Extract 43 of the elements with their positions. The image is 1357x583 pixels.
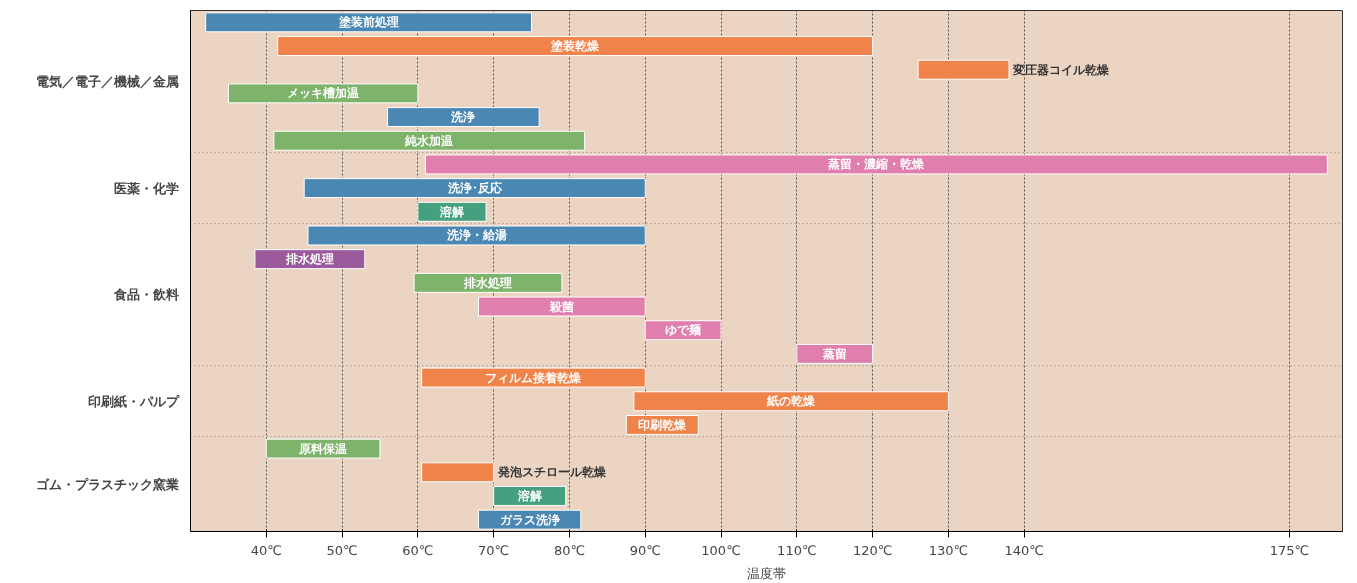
x-tick-label: 140℃ — [1004, 542, 1044, 558]
y-tick-label: 塗装乾燥 — [550, 39, 600, 54]
y-tick-label: 洗浄・給湯 — [445, 228, 507, 243]
y-tick-label: 洗浄 — [450, 110, 476, 125]
x-axis-title: 温度帯 — [747, 565, 786, 581]
y-tick-label: フィルム接着乾燥 — [485, 370, 582, 385]
y-tick-label: メッキ槽加温 — [287, 86, 360, 101]
text: 食品・飲料 — [112, 287, 179, 303]
y-tick-label: 溶解 — [516, 488, 542, 503]
y-tick-label: 溶解 — [438, 204, 464, 219]
y-tick-label: 純水加温 — [404, 133, 454, 148]
text: 印刷紙・パルプ — [87, 393, 180, 409]
y-tick-label: 原料保温 — [298, 441, 348, 456]
y-tick-label: 変圧器コイル乾燥 — [1012, 62, 1110, 77]
y-tick-label: 発泡スチロール乾燥 — [496, 465, 606, 480]
y-tick-label: 殺菌 — [548, 299, 574, 314]
x-tick-label: 130℃ — [928, 542, 969, 558]
x-tick-label: 110℃ — [777, 542, 817, 558]
text: 医薬・化学 — [113, 180, 179, 196]
x-tick-label: 80℃ — [553, 542, 586, 558]
x-tick-label: 60℃ — [402, 542, 434, 558]
y-tick-label: 排水処理 — [462, 275, 512, 290]
y-tick-label: ガラス洗浄 — [499, 512, 560, 527]
x-tick-label: 100℃ — [701, 542, 741, 558]
x-tick-label: 40℃ — [250, 542, 282, 558]
x-tick-label: 120℃ — [852, 542, 893, 558]
x-tick-label: 70℃ — [478, 542, 510, 558]
text: ゴム・プラスチック窯業 — [35, 476, 179, 492]
x-tick-label: 175℃ — [1269, 542, 1310, 558]
text: 電気／電子／機械／金属 — [35, 74, 179, 90]
bar — [633, 391, 949, 412]
y-tick-label: ゆで麺 — [665, 323, 702, 338]
y-tick-label: 蒸留 — [821, 346, 847, 361]
bar — [478, 296, 646, 317]
bar — [421, 367, 646, 388]
y-tick-label: 印刷乾燥 — [638, 417, 687, 432]
y-tick-label: 紙の乾燥 — [766, 394, 816, 409]
x-tick-label: 50℃ — [326, 542, 358, 558]
y-tick-label: 排水処理 — [284, 252, 334, 267]
y-tick-label: 洗浄･反応 — [446, 181, 502, 196]
y-tick-label: 塗装前処理 — [337, 15, 399, 30]
x-tick-label: 90℃ — [629, 542, 661, 558]
y-tick-label: 蒸留・濃縮・乾燥 — [827, 157, 925, 172]
